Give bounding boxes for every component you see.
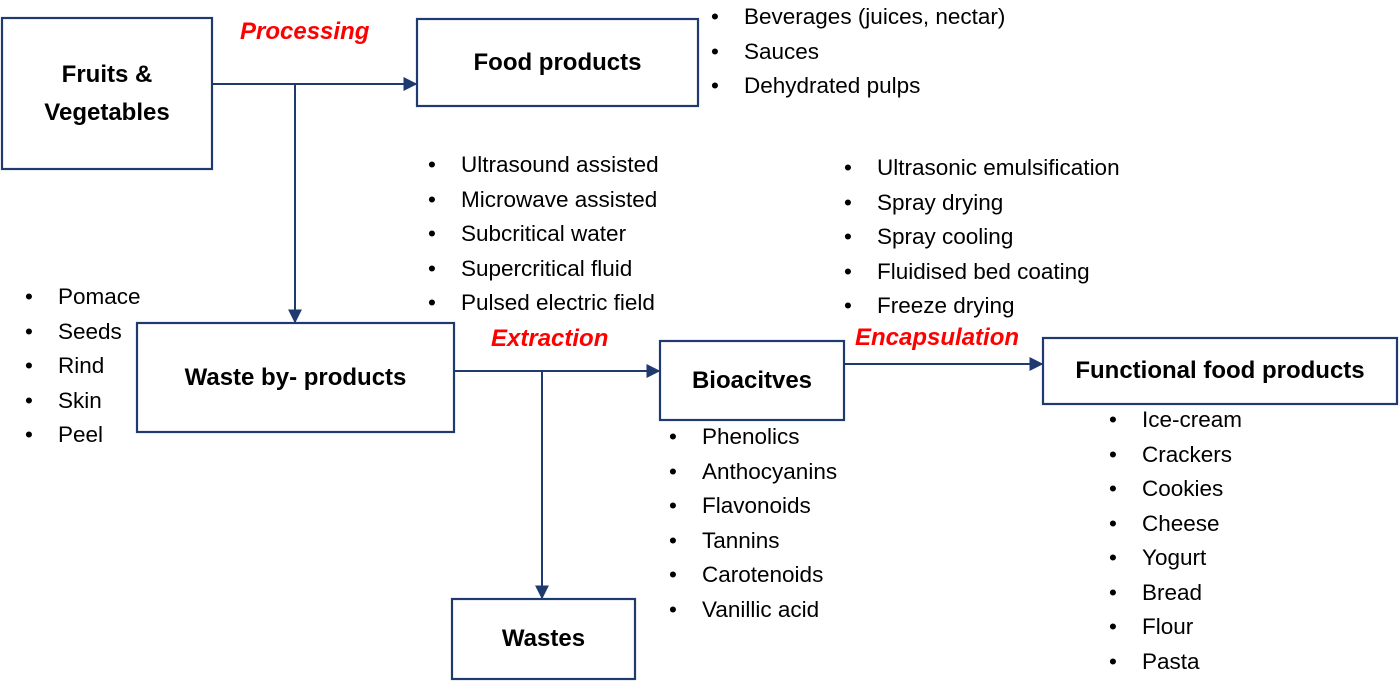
list-item: Dehydrated pulps [707, 69, 1005, 104]
list-item: Pulsed electric field [424, 286, 659, 321]
fruits-vegetables-label: Fruits & Vegetables [44, 60, 170, 126]
list-item: Seeds [21, 315, 141, 350]
food-products-list: Beverages (juices, nectar)SaucesDehydrat… [707, 0, 1005, 104]
list-item: Yogurt [1105, 541, 1242, 576]
list-item: Rind [21, 349, 141, 384]
encapsulation-methods-list: Ultrasonic emulsificationSpray dryingSpr… [840, 151, 1120, 324]
list-item: Ultrasonic emulsification [840, 151, 1120, 186]
wastes-box [450, 597, 637, 681]
wastes-label: Wastes [501, 625, 586, 652]
functional-products-list: Ice-creamCrackersCookiesCheeseYogurtBrea… [1105, 403, 1242, 679]
list-item: Beverages (juices, nectar) [707, 0, 1005, 35]
list-item: Spray drying [840, 186, 1120, 221]
bioactives-box [658, 339, 846, 422]
list-item: Microwave assisted [424, 183, 659, 218]
list-item: Skin [21, 384, 141, 419]
list-item: Cookies [1105, 472, 1242, 507]
list-item: Pomace [21, 280, 141, 315]
encapsulation-label: Encapsulation [855, 324, 1020, 351]
list-item: Bread [1105, 576, 1242, 611]
bioactives-label: Bioacitves [691, 366, 813, 394]
list-item: Carotenoids [665, 558, 837, 593]
list-item: Pasta [1105, 645, 1242, 680]
list-item: Flavonoids [665, 489, 837, 524]
list-item: Supercritical fluid [424, 252, 659, 287]
list-item: Ultrasound assisted [424, 148, 659, 183]
list-item: Fluidised bed coating [840, 255, 1120, 290]
list-item: Tannins [665, 524, 837, 559]
list-item: Phenolics [665, 420, 837, 455]
fruits-vegetables-box [0, 16, 214, 171]
list-item: Subcritical water [424, 217, 659, 252]
list-item: Anthocyanins [665, 455, 837, 490]
list-item: Cheese [1105, 507, 1242, 542]
list-item: Sauces [707, 35, 1005, 70]
waste-by-products-label: Waste by- products [184, 363, 407, 391]
list-item: Freeze drying [840, 289, 1120, 324]
extraction-methods-list: Ultrasound assistedMicrowave assistedSub… [424, 148, 659, 321]
waste-types-list: PomaceSeedsRindSkinPeel [21, 280, 141, 453]
list-item: Ice-cream [1105, 403, 1242, 438]
functional-food-products-label: Functional food products [1075, 357, 1365, 384]
list-item: Vanillic acid [665, 593, 837, 628]
processing-label: Processing [240, 18, 370, 45]
food-products-label: Food products [473, 48, 642, 76]
food-products-box [415, 17, 700, 108]
list-item: Crackers [1105, 438, 1242, 473]
list-item: Flour [1105, 610, 1242, 645]
list-item: Spray cooling [840, 220, 1120, 255]
list-item: Peel [21, 418, 141, 453]
bioactive-compounds-list: PhenolicsAnthocyaninsFlavonoidsTanninsCa… [665, 420, 837, 627]
extraction-label: Extraction [491, 325, 609, 352]
